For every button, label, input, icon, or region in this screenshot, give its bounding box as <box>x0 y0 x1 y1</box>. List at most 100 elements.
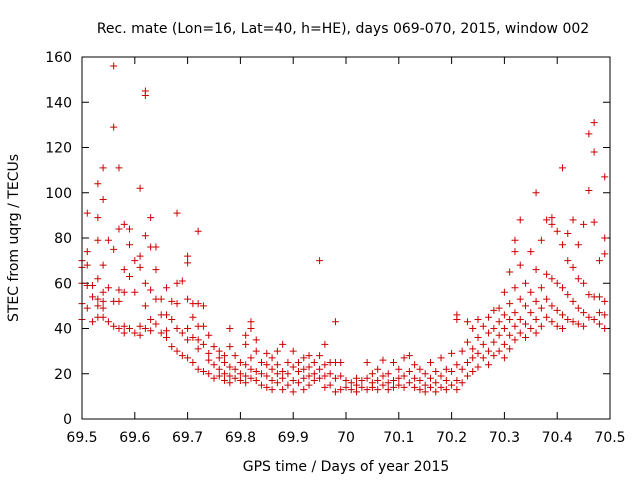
data-point <box>564 257 572 265</box>
data-point <box>458 347 466 355</box>
data-point <box>405 379 413 387</box>
data-point <box>316 365 324 373</box>
data-point <box>268 365 276 373</box>
data-point <box>363 374 371 382</box>
data-point <box>231 365 239 373</box>
data-point <box>331 374 339 382</box>
data-point <box>215 354 223 362</box>
data-point <box>485 361 493 369</box>
data-point <box>252 347 260 355</box>
data-point <box>421 381 429 389</box>
data-point <box>500 325 508 332</box>
data-point <box>548 275 556 283</box>
data-point <box>310 370 318 378</box>
data-point <box>585 130 593 138</box>
data-point <box>194 227 202 235</box>
data-point <box>353 374 361 382</box>
data-point <box>601 311 609 319</box>
y-tick-label: 120 <box>45 141 72 157</box>
y-tick-label: 140 <box>45 95 72 111</box>
data-point <box>400 372 408 380</box>
data-point <box>453 315 461 323</box>
data-point <box>490 352 498 360</box>
data-point <box>115 225 123 233</box>
data-point <box>426 374 434 382</box>
data-point <box>99 288 107 296</box>
data-point <box>147 286 155 294</box>
data-point <box>479 354 487 362</box>
data-point <box>147 327 155 335</box>
x-tick-label: 69.6 <box>119 430 150 446</box>
data-point <box>490 338 498 346</box>
data-point <box>374 377 382 385</box>
data-point <box>89 318 97 326</box>
data-point <box>511 236 519 244</box>
data-point <box>126 225 134 233</box>
data-point <box>226 372 234 380</box>
data-point <box>221 377 229 385</box>
data-point <box>543 295 551 303</box>
data-point <box>305 381 313 389</box>
data-point <box>522 334 530 342</box>
data-point <box>231 352 239 360</box>
x-tick-label: 70.1 <box>383 430 414 446</box>
data-point <box>537 304 545 312</box>
data-point <box>532 315 540 323</box>
data-point <box>580 309 588 317</box>
data-point <box>199 322 207 330</box>
data-point <box>199 302 207 310</box>
data-point <box>543 270 551 278</box>
data-point <box>326 370 334 378</box>
data-point <box>485 347 493 355</box>
data-point <box>263 372 271 380</box>
data-point <box>184 325 192 332</box>
data-point <box>500 340 508 348</box>
x-tick-label: 69.8 <box>225 430 256 446</box>
data-point <box>543 216 551 224</box>
data-point <box>215 365 223 373</box>
data-point <box>337 386 345 394</box>
data-point <box>574 241 582 249</box>
data-point <box>236 358 244 366</box>
data-point <box>400 354 408 362</box>
data-point <box>353 388 361 396</box>
data-point <box>94 236 102 244</box>
data-point <box>326 381 334 389</box>
data-point <box>263 349 271 357</box>
x-tick-label: 70 <box>337 430 355 446</box>
data-point <box>99 297 107 305</box>
data-point <box>548 302 556 310</box>
data-point <box>448 381 456 389</box>
data-point <box>131 288 139 296</box>
data-point <box>194 336 202 344</box>
data-point <box>463 318 471 326</box>
data-point <box>384 379 392 387</box>
data-point <box>279 340 287 348</box>
plot-frame <box>81 56 611 420</box>
data-point <box>316 374 324 382</box>
data-point <box>120 266 128 274</box>
data-point <box>199 367 207 375</box>
data-point <box>162 284 170 292</box>
data-point <box>205 370 213 378</box>
data-point <box>300 386 308 394</box>
data-point <box>421 388 429 396</box>
data-point <box>495 331 503 339</box>
data-point <box>569 318 577 326</box>
y-tick-label: 60 <box>54 276 72 292</box>
data-point <box>574 320 582 328</box>
data-point <box>184 336 192 344</box>
data-point <box>448 367 456 375</box>
data-point <box>411 383 419 391</box>
data-point <box>162 311 170 319</box>
data-point <box>485 329 493 337</box>
data-point <box>173 279 181 287</box>
data-point <box>437 372 445 380</box>
data-point <box>580 279 588 287</box>
data-point <box>252 377 260 385</box>
data-point <box>242 331 250 339</box>
data-point <box>400 383 408 391</box>
data-point <box>94 275 102 283</box>
data-point <box>437 383 445 391</box>
